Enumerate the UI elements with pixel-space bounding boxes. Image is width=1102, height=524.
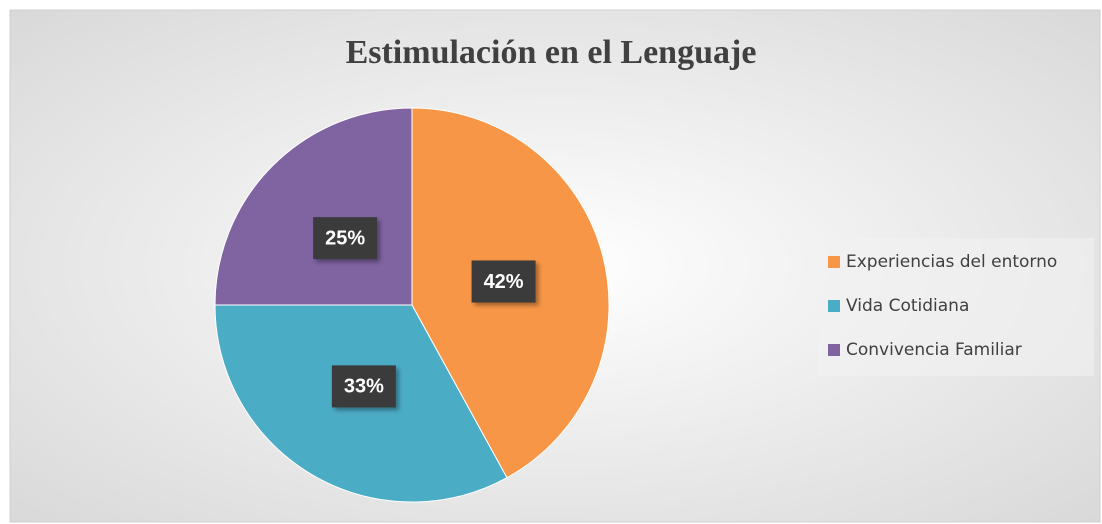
data-label-box [313, 217, 378, 260]
legend-label: Convivencia Familiar [846, 340, 1022, 360]
legend-swatch [828, 256, 840, 268]
data-label: 33% [344, 376, 384, 398]
legend-swatch [828, 344, 840, 356]
legend-swatch [828, 300, 840, 312]
legend-label: Vida Cotidiana [846, 296, 969, 316]
data-label: 25% [325, 227, 365, 249]
data-label-box [331, 365, 396, 408]
legend-label: Experiencias del entorno [846, 252, 1057, 272]
data-label: 42% [484, 271, 524, 293]
data-label-box [471, 260, 536, 303]
chart-title: Estimulación en el Lenguaje [346, 34, 757, 71]
legend-box [818, 238, 1094, 376]
